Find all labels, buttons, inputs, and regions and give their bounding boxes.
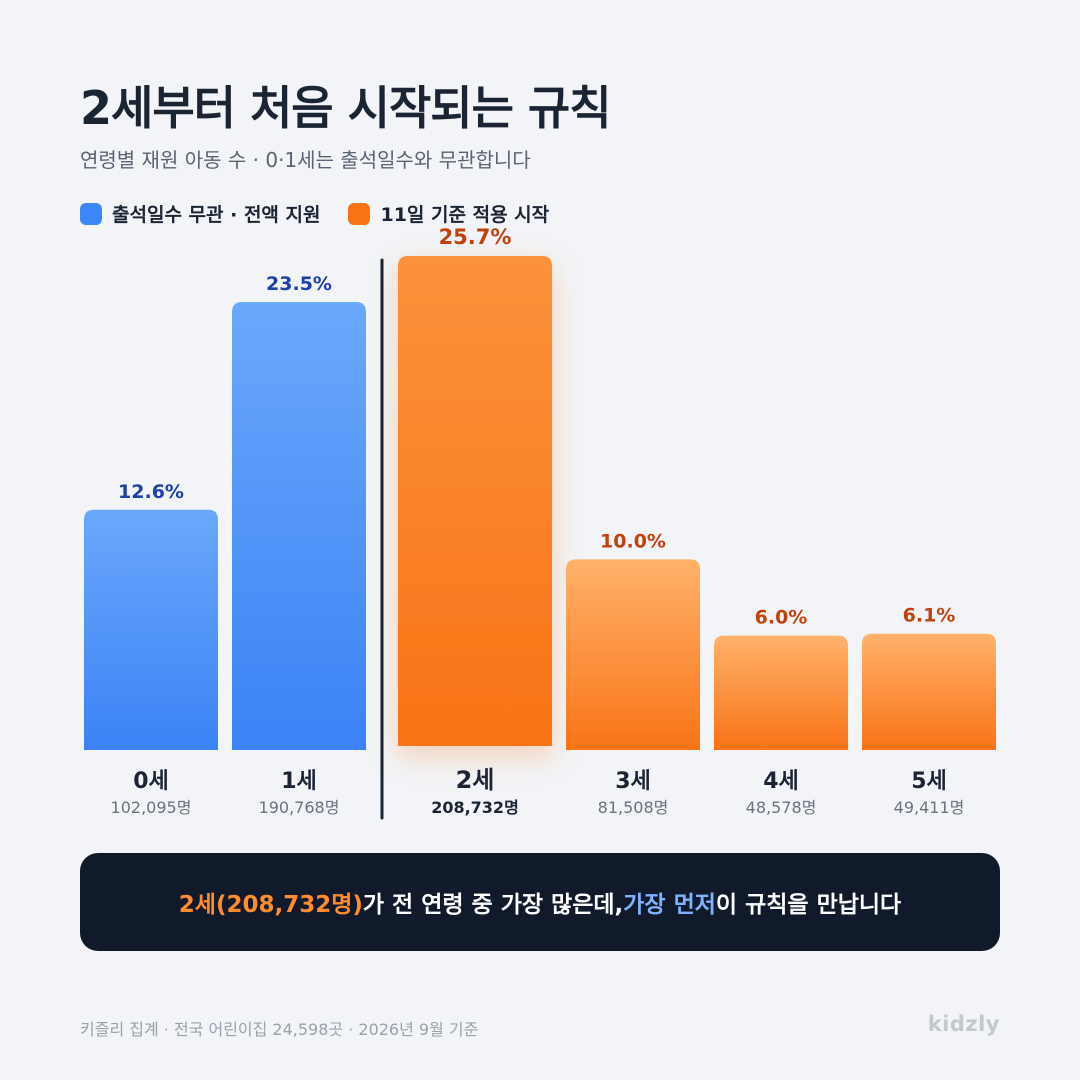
category-label-2: 2세 — [456, 766, 495, 794]
page-subtitle: 연령별 재원 아동 수 · 0·1세는 출석일수와 무관합니다 — [80, 148, 531, 172]
value-label-5: 6.1% — [903, 605, 956, 627]
bar-chart: 12.6% 0세 102,095명 23.5% 1세 190,768명 25.7% 2세 208… — [84, 225, 996, 820]
count-label-2: 208,732명 — [431, 798, 519, 817]
count-label-4: 48,578명 — [746, 798, 817, 817]
category-label-0: 0세 — [133, 769, 169, 794]
page-title: 2세부터 처음 시작되는 규칙 — [80, 81, 612, 135]
footer-source: 키즐리 집계 · 전국 어린이집 24,598곳 · 2026년 9월 기준 — [80, 1020, 479, 1039]
legend-swatch-orange — [348, 202, 371, 225]
count-label-3: 81,508명 — [598, 798, 669, 817]
bar-1 — [232, 301, 366, 750]
callout-box: 2세(208,732명) 가 전 연령 중 가장 많은데, 가장 먼저 이 규칙을… — [80, 853, 1000, 951]
callout-highlight-first: 가장 먼저 — [623, 892, 716, 918]
legend-label-orange: 11일 기준 적용 시작 — [380, 204, 550, 226]
callout-highlight-age: 2세(208,732명) — [178, 892, 363, 918]
bar-2 — [398, 256, 552, 746]
legend-item-orange: 11일 기준 적용 시작 — [348, 200, 549, 227]
callout-text-end: 이 규칙을 만납니다 — [715, 892, 902, 918]
legend-label-blue: 출석일수 무관 · 전액 지원 — [112, 204, 321, 226]
count-label-0: 102,095명 — [111, 798, 192, 817]
category-label-3: 3세 — [615, 769, 651, 794]
count-label-1: 190,768명 — [259, 798, 340, 817]
bar-3 — [566, 559, 700, 750]
value-label-0: 12.6% — [118, 481, 184, 503]
count-label-5: 49,411명 — [894, 798, 965, 817]
category-label-5: 5세 — [911, 769, 947, 794]
value-label-3: 10.0% — [600, 530, 666, 552]
legend: 출석일수 무관 · 전액 지원 11일 기준 적용 시작 — [80, 200, 549, 227]
category-label-1: 1세 — [281, 769, 317, 794]
legend-swatch-blue — [80, 202, 102, 225]
bar-5 — [862, 633, 996, 750]
value-label-1: 23.5% — [266, 273, 332, 295]
value-label-4: 6.0% — [755, 607, 808, 629]
legend-item-blue: 출석일수 무관 · 전액 지원 — [80, 200, 320, 227]
bar-0 — [84, 509, 218, 750]
bar-4 — [714, 635, 848, 750]
value-label-2: 25.7% — [439, 225, 512, 249]
callout-text: 가 전 연령 중 가장 많은데, — [362, 892, 624, 918]
brand-logo: kidzly — [927, 1012, 1000, 1036]
category-label-4: 4세 — [763, 769, 799, 794]
